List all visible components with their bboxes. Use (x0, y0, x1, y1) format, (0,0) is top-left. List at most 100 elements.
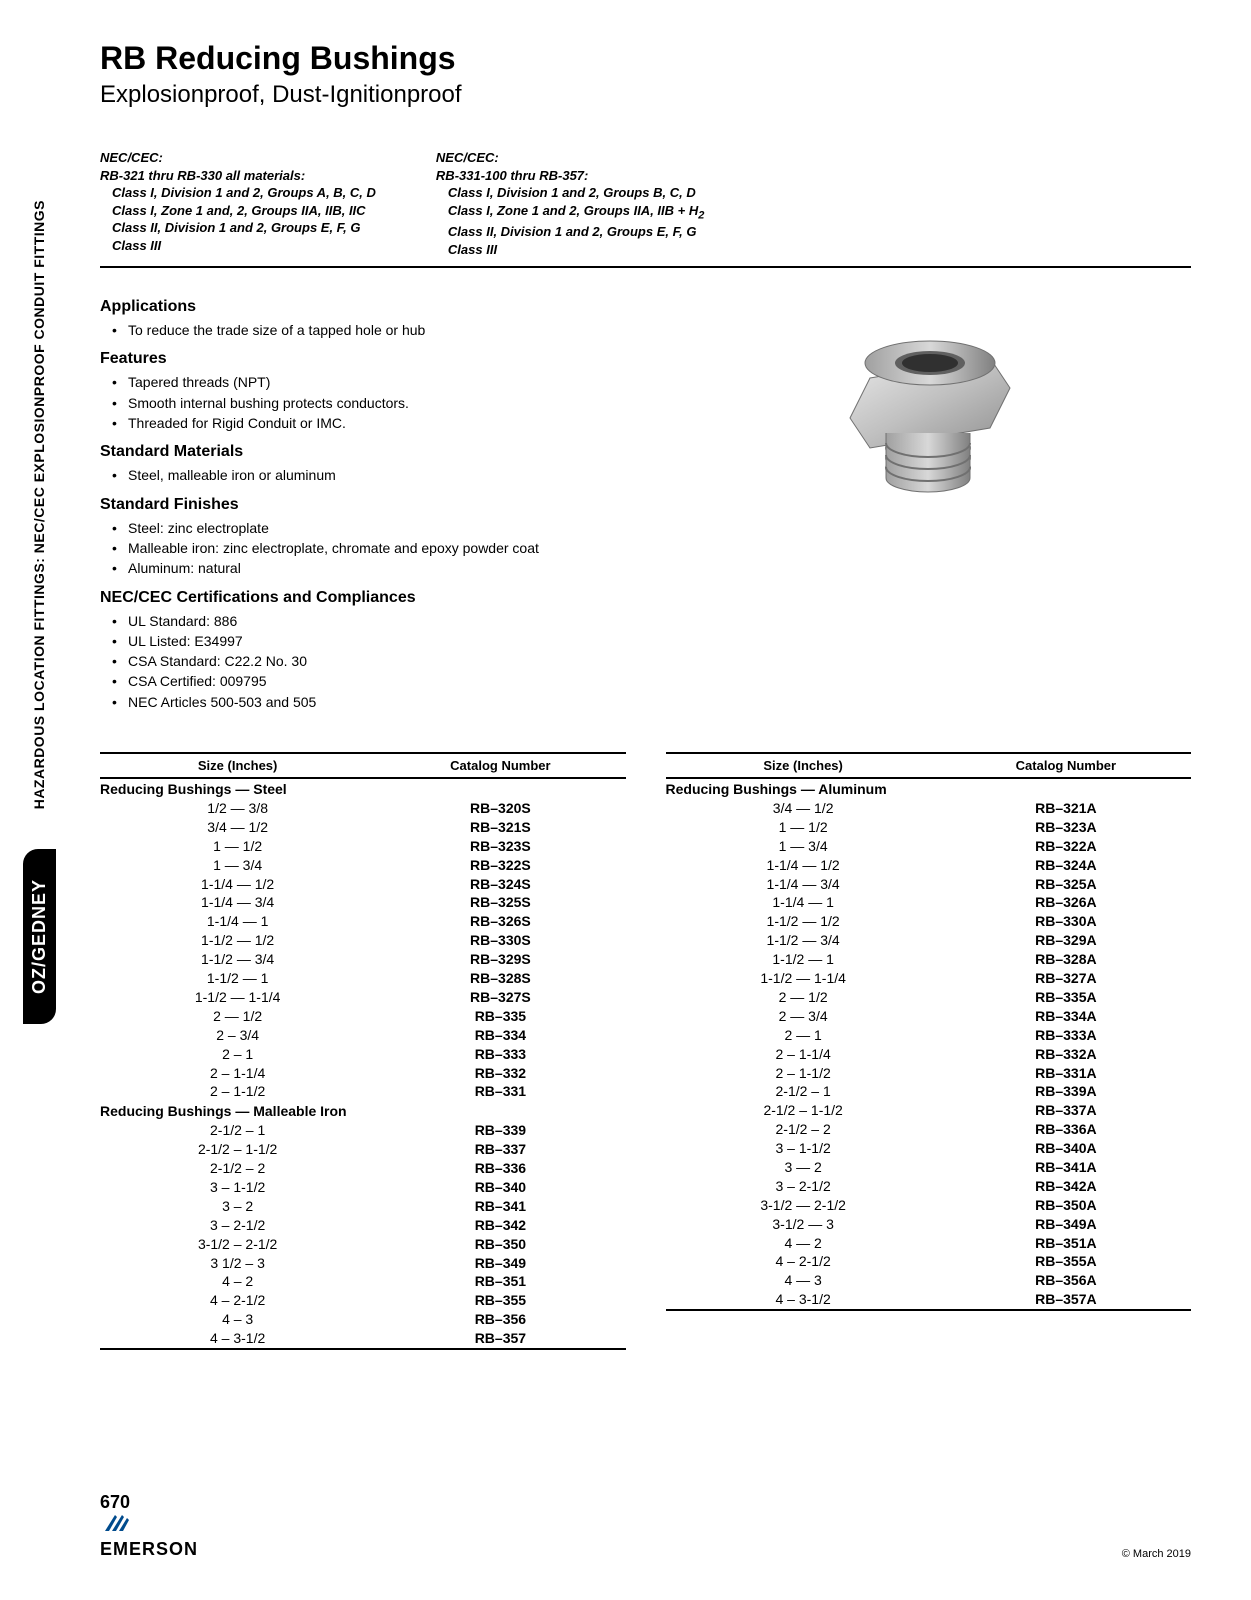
cert-list: UL Standard: 886UL Listed: E34997CSA Sta… (100, 611, 760, 712)
size-cell: 1 — 3/4 (100, 856, 375, 875)
size-cell: 3 — 2 (666, 1158, 941, 1177)
catalog-cell: RB–326S (375, 912, 625, 931)
catalog-cell: RB–329A (941, 931, 1191, 950)
list-item: Smooth internal bushing protects conduct… (128, 393, 760, 413)
catalog-tables: Size (Inches) Catalog Number Reducing Bu… (100, 752, 1191, 1350)
table-rule (100, 1348, 626, 1350)
nec1-l3: Class I, Zone 1 and, 2, Groups IIA, IIB,… (100, 202, 376, 220)
catalog-cell: RB–332 (375, 1064, 625, 1083)
size-cell: 2 – 1-1/4 (100, 1064, 375, 1083)
catalog-cell: RB–335 (375, 1007, 625, 1026)
size-cell: 3 – 2 (100, 1197, 375, 1216)
catalog-cell: RB–355A (941, 1252, 1191, 1271)
table-row: 1 — 1/2RB–323A (666, 818, 1192, 837)
size-cell: 2-1/2 – 2 (100, 1159, 375, 1178)
catalog-cell: RB–357 (375, 1329, 625, 1348)
catalog-cell: RB–334A (941, 1007, 1191, 1026)
table-row: 1-1/4 — 3/4RB–325S (100, 893, 626, 912)
product-image (790, 288, 1070, 528)
size-cell: 2-1/2 – 1 (100, 1121, 375, 1140)
list-item: NEC Articles 500-503 and 505 (128, 692, 760, 712)
size-cell: 2-1/2 – 1-1/2 (666, 1101, 941, 1120)
size-cell: 1-1/2 — 1 (100, 969, 375, 988)
nec1-l5: Class III (100, 237, 376, 255)
bushing-icon (810, 308, 1050, 508)
list-item: UL Listed: E34997 (128, 631, 760, 651)
catalog-cell: RB–330A (941, 912, 1191, 931)
table-row: 3/4 — 1/2RB–321S (100, 818, 626, 837)
size-cell: 1-1/2 — 1-1/4 (100, 988, 375, 1007)
table-group-heading: Reducing Bushings — Aluminum (666, 779, 1192, 799)
size-cell: 2 — 1/2 (666, 988, 941, 1007)
col-cat-header: Catalog Number (941, 754, 1191, 777)
catalog-cell: RB–351 (375, 1272, 625, 1291)
size-cell: 2-1/2 – 2 (666, 1120, 941, 1139)
table-row: 2 – 3/4RB–334 (100, 1026, 626, 1045)
sidebar: HAZARDOUS LOCATION FITTINGS: NEC/CEC EXP… (24, 200, 54, 1300)
catalog-cell: RB–324S (375, 875, 625, 894)
table-group-heading: Reducing Bushings — Malleable Iron (100, 1101, 626, 1121)
size-cell: 1-1/2 — 1/2 (100, 931, 375, 950)
size-cell: 4 – 2-1/2 (666, 1252, 941, 1271)
nec1-l1: RB-321 thru RB-330 all materials: (100, 167, 376, 185)
size-cell: 2 — 3/4 (666, 1007, 941, 1026)
table-row: 1-1/2 — 1-1/4RB–327S (100, 988, 626, 1007)
catalog-cell: RB–320S (375, 799, 625, 818)
footer-left: 670 EMERSON (100, 1492, 198, 1560)
table-row: 2-1/2 – 2RB–336 (100, 1159, 626, 1178)
catalog-cell: RB–349A (941, 1215, 1191, 1234)
size-cell: 1-1/4 — 3/4 (666, 875, 941, 894)
catalog-cell: RB–333 (375, 1045, 625, 1064)
catalog-cell: RB–323S (375, 837, 625, 856)
table-rule (666, 1309, 1192, 1311)
size-cell: 2-1/2 – 1 (666, 1082, 941, 1101)
size-cell: 2 – 1 (100, 1045, 375, 1064)
table-row: 2-1/2 – 1RB–339 (100, 1121, 626, 1140)
page-number: 670 (100, 1492, 198, 1513)
catalog-cell: RB–339A (941, 1082, 1191, 1101)
size-cell: 1-1/2 — 1-1/4 (666, 969, 941, 988)
emerson-mark-icon (100, 1513, 130, 1535)
size-cell: 1-1/4 — 1 (100, 912, 375, 931)
table-row: 1-1/4 — 1/2RB–324S (100, 875, 626, 894)
table-row: 1-1/4 — 3/4RB–325A (666, 875, 1192, 894)
table-row: 2 — 1/2RB–335 (100, 1007, 626, 1026)
table-row: 3-1/2 – 2-1/2RB–350 (100, 1235, 626, 1254)
size-cell: 4 — 2 (666, 1234, 941, 1253)
catalog-cell: RB–322A (941, 837, 1191, 856)
size-cell: 3 1/2 – 3 (100, 1254, 375, 1273)
table-row: 1-1/2 — 1RB–328A (666, 950, 1192, 969)
catalog-cell: RB–323A (941, 818, 1191, 837)
materials-list: Steel, malleable iron or aluminum (100, 465, 760, 485)
catalog-cell: RB–331 (375, 1082, 625, 1101)
size-cell: 2 – 3/4 (100, 1026, 375, 1045)
table-row: 2 – 1-1/4RB–332A (666, 1045, 1192, 1064)
table-row: 4 – 2-1/2RB–355A (666, 1252, 1192, 1271)
table-row: 2 – 1-1/4RB–332 (100, 1064, 626, 1083)
table-row: 4 – 3RB–356 (100, 1310, 626, 1329)
catalog-cell: RB–342A (941, 1177, 1191, 1196)
catalog-cell: RB–351A (941, 1234, 1191, 1253)
table-row: 3 – 1-1/2RB–340A (666, 1139, 1192, 1158)
catalog-cell: RB–328A (941, 950, 1191, 969)
table-row: 1-1/2 — 1/2RB–330S (100, 931, 626, 950)
table-row: 1 — 1/2RB–323S (100, 837, 626, 856)
catalog-cell: RB–336A (941, 1120, 1191, 1139)
catalog-cell: RB–337A (941, 1101, 1191, 1120)
catalog-cell: RB–355 (375, 1291, 625, 1310)
table-row: 1 — 3/4RB–322S (100, 856, 626, 875)
catalog-cell: RB–331A (941, 1064, 1191, 1083)
catalog-cell: RB–350A (941, 1196, 1191, 1215)
size-cell: 4 – 3-1/2 (666, 1290, 941, 1309)
nec1-l2: Class I, Division 1 and 2, Groups A, B, … (100, 184, 376, 202)
catalog-cell: RB–341A (941, 1158, 1191, 1177)
nec2-l1: RB-331-100 thru RB-357: (436, 167, 704, 185)
table-header: Size (Inches) Catalog Number (666, 752, 1192, 779)
size-cell: 1-1/4 — 1 (666, 893, 941, 912)
table-header: Size (Inches) Catalog Number (100, 752, 626, 779)
table-row: 2-1/2 – 1-1/2RB–337 (100, 1140, 626, 1159)
size-cell: 1-1/2 — 1 (666, 950, 941, 969)
nec-block-2: NEC/CEC: RB-331-100 thru RB-357: Class I… (436, 149, 704, 258)
size-cell: 1 — 3/4 (666, 837, 941, 856)
features-heading: Features (100, 350, 760, 368)
